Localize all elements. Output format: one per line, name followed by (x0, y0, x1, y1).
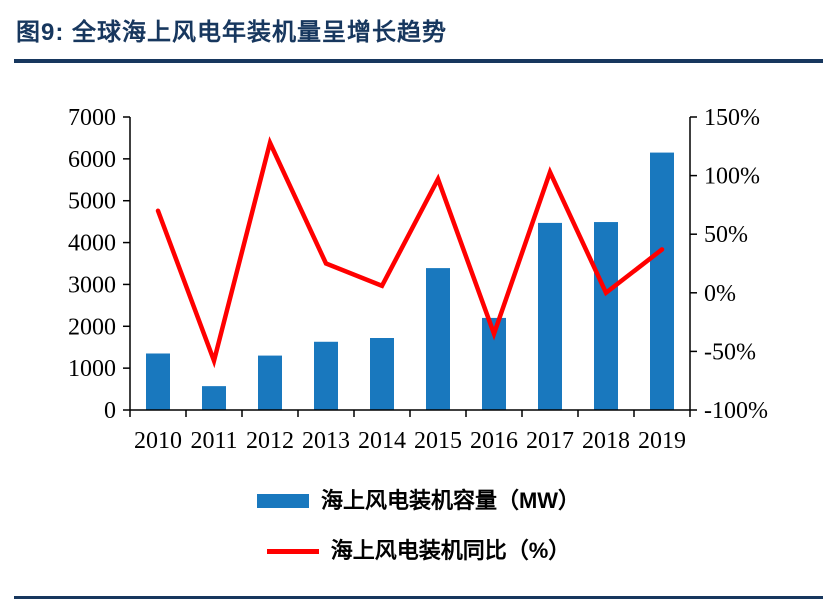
left-axis-tick-label: 3000 (68, 272, 116, 298)
line-series-swatch (266, 548, 319, 554)
left-axis-tick-label: 1000 (68, 356, 116, 382)
chart-legend: 海上风电装机容量（MW） 海上风电装机同比（%） (0, 488, 837, 564)
legend-item-capacity: 海上风电装机容量（MW） (256, 488, 581, 514)
right-axis-tick-label: -100% (704, 398, 768, 424)
bar-series-swatch (256, 494, 309, 508)
x-axis-tick-label: 2019 (638, 428, 686, 454)
left-axis-tick-label: 6000 (68, 147, 116, 173)
x-axis-tick-label: 2010 (134, 428, 182, 454)
legend-label-capacity: 海上风电装机容量（MW） (320, 488, 581, 513)
right-axis-tick-label: 100% (704, 164, 760, 190)
bar-2012 (258, 355, 282, 410)
right-axis-tick-label: -50% (704, 339, 756, 365)
bar-2015 (426, 268, 450, 410)
title-underline (14, 59, 823, 63)
right-axis-tick-label: 150% (704, 105, 760, 131)
left-axis-tick-label: 0 (104, 398, 116, 424)
combo-chart-canvas: 0 1000 2000 3000 4000 5000 6000 7000 -100% -50% 0%… (68, 105, 768, 454)
bottom-divider (14, 596, 823, 599)
bar-2010 (146, 353, 170, 410)
figure-title: 图9: 全球海上风电年装机量呈增长趋势 (16, 19, 448, 46)
bar-2013 (314, 341, 338, 410)
x-axis-tick-label: 2016 (470, 428, 518, 454)
right-axis-tick-label: 50% (704, 222, 748, 248)
bar-2019 (650, 152, 674, 410)
bar-2014 (370, 338, 394, 410)
bar-2017 (538, 222, 562, 410)
x-axis-tick-label: 2012 (246, 428, 294, 454)
left-axis-tick-label: 5000 (68, 189, 116, 215)
bar-2018 (594, 222, 618, 410)
x-axis-tick-label: 2014 (358, 428, 406, 454)
left-axis-tick-label: 2000 (68, 314, 116, 340)
legend-label-yoy: 海上风电装机同比（%） (330, 538, 571, 563)
x-axis-tick-label: 2015 (414, 428, 462, 454)
x-axis-tick-label: 2017 (526, 428, 574, 454)
yoy-line (155, 136, 665, 369)
right-axis-tick-label: 0% (704, 281, 736, 307)
left-axis-tick-label: 7000 (68, 105, 116, 131)
legend-item-yoy: 海上风电装机同比（%） (266, 538, 571, 564)
x-axis-tick-label: 2018 (582, 428, 630, 454)
x-axis-tick-label: 2013 (302, 428, 350, 454)
bar-2011 (202, 386, 226, 410)
x-axis-tick-label: 2011 (190, 428, 237, 454)
left-axis-tick-label: 4000 (68, 231, 116, 257)
